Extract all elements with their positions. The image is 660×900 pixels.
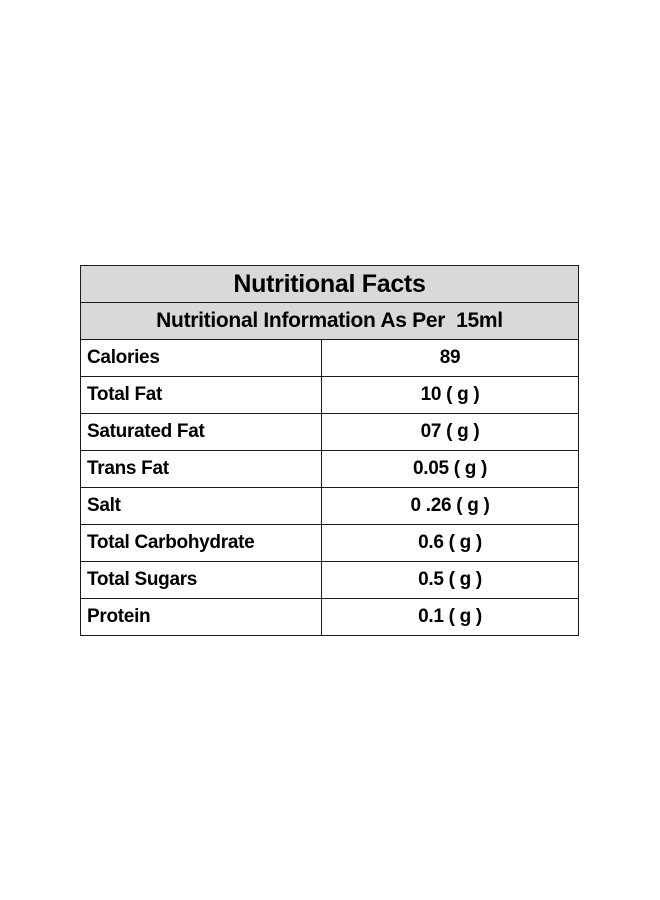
nutrient-amount: 07 ( g ): [321, 413, 579, 451]
table-row: Protein 0.1 ( g ): [80, 598, 579, 636]
nutrient-name: Saturated Fat: [80, 413, 322, 451]
table-row: Trans Fat 0.05 ( g ): [80, 450, 579, 488]
nutrient-amount: 0.6 ( g ): [321, 524, 579, 562]
nutrient-name: Trans Fat: [80, 450, 322, 488]
table-subtitle: Nutritional Information As Per 15ml: [80, 302, 579, 340]
nutrient-name: Salt: [80, 487, 322, 525]
table-row: Salt 0 .26 ( g ): [80, 487, 579, 525]
nutrient-amount: 0.5 ( g ): [321, 561, 579, 599]
nutrient-amount: 0.1 ( g ): [321, 598, 579, 636]
table-row: Total Carbohydrate 0.6 ( g ): [80, 524, 579, 562]
nutrient-amount: 0.05 ( g ): [321, 450, 579, 488]
title-row: Nutritional Facts: [80, 265, 579, 303]
nutrition-facts-table: Nutritional Facts Nutritional Informatio…: [80, 265, 579, 636]
nutrient-name: Total Sugars: [80, 561, 322, 599]
nutrient-amount: 10 ( g ): [321, 376, 579, 414]
subtitle-row: Nutritional Information As Per 15ml: [80, 302, 579, 340]
nutrient-amount: 0 .26 ( g ): [321, 487, 579, 525]
nutrient-amount: 89: [321, 339, 579, 377]
nutrient-name: Protein: [80, 598, 322, 636]
table-title: Nutritional Facts: [80, 265, 579, 303]
table-row: Saturated Fat 07 ( g ): [80, 413, 579, 451]
nutrient-name: Calories: [80, 339, 322, 377]
table-row: Calories 89: [80, 339, 579, 377]
table-row: Total Fat 10 ( g ): [80, 376, 579, 414]
nutrient-name: Total Fat: [80, 376, 322, 414]
nutrient-name: Total Carbohydrate: [80, 524, 322, 562]
table-row: Total Sugars 0.5 ( g ): [80, 561, 579, 599]
